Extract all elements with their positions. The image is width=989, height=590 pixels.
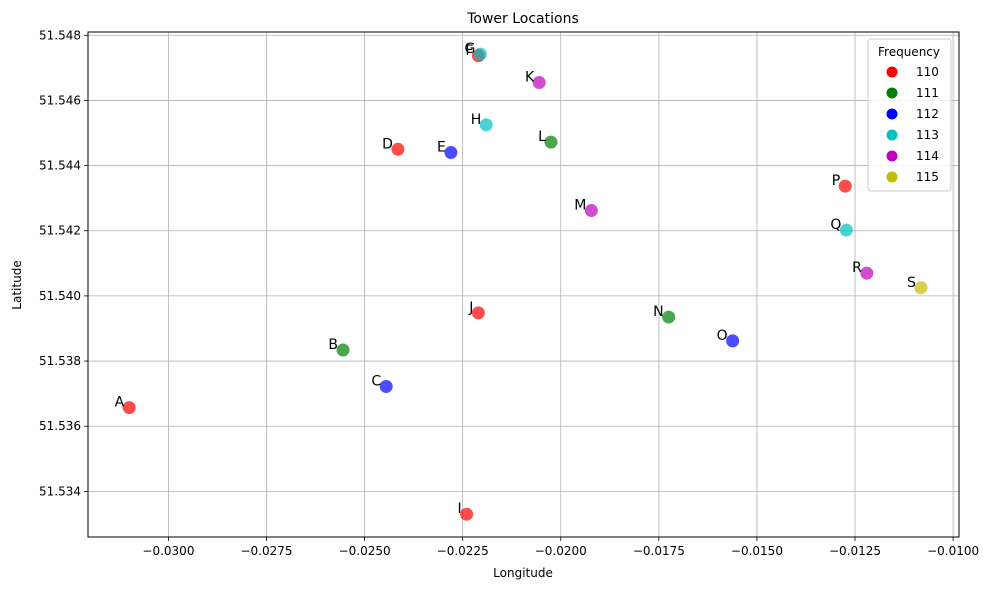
point-label-R: R (852, 260, 862, 276)
point-label-J: J (468, 300, 473, 316)
point-Q (839, 223, 853, 237)
x-tick-label: −0.0100 (927, 544, 979, 558)
legend-label-111: 111 (916, 86, 939, 100)
legend-label-114: 114 (916, 149, 939, 163)
x-axis-label: Longitude (493, 566, 553, 580)
y-tick-label: 51.540 (39, 289, 81, 303)
point-label-N: N (653, 304, 663, 320)
x-axis-ticks: −0.0300 −0.0275 −0.0250 −0.0225 −0.0200 −0.01… (142, 537, 979, 558)
chart-title: Tower Locations (466, 11, 579, 27)
point-label-P: P (832, 173, 840, 189)
point-D (391, 142, 405, 156)
y-tick-label: 51.548 (39, 28, 81, 42)
y-tick-label: 51.546 (39, 93, 81, 107)
point-M (584, 204, 598, 218)
point-label-I: I (457, 501, 461, 517)
y-axis-ticks: 51.534 51.536 51.538 51.540 51.542 51.544 51.5… (39, 28, 88, 498)
point-label-C: C (371, 373, 381, 389)
point-O (726, 334, 740, 348)
x-tick-label: −0.0250 (339, 544, 391, 558)
point-G (473, 47, 487, 61)
point-B (336, 343, 350, 357)
point-N (662, 310, 676, 324)
point-S (914, 281, 928, 295)
plot-frame (87, 31, 960, 538)
point-J (471, 306, 485, 320)
data-points: A B C D E FG H I J K L M N O P Q R S (115, 41, 928, 521)
y-tick-label: 51.534 (39, 484, 81, 498)
point-L (544, 135, 558, 149)
point-E (444, 146, 458, 160)
x-tick-label: −0.0225 (437, 544, 489, 558)
legend-label-110: 110 (916, 65, 939, 79)
x-tick-label: −0.0150 (731, 544, 783, 558)
point-C (379, 379, 393, 393)
point-label-K: K (525, 70, 535, 86)
legend-title: Frequency (878, 45, 940, 59)
x-tick-label: −0.0300 (142, 544, 194, 558)
grid (88, 32, 959, 537)
point-label-B: B (328, 337, 338, 353)
point-label-L: L (538, 129, 546, 145)
legend-marker-114 (886, 150, 898, 162)
point-I (460, 507, 474, 521)
legend-marker-115 (886, 171, 898, 183)
y-tick-label: 51.542 (39, 224, 81, 238)
x-tick-label: −0.0125 (829, 544, 881, 558)
point-label-S: S (907, 275, 916, 291)
point-H (479, 118, 493, 132)
legend-label-112: 112 (916, 107, 939, 121)
point-label-F: F (465, 43, 473, 59)
point-label-A: A (115, 395, 125, 411)
point-P (838, 179, 852, 193)
point-label-D: D (382, 136, 393, 152)
legend-marker-112 (886, 108, 898, 120)
point-label-E: E (437, 140, 446, 156)
legend-marker-113 (886, 129, 898, 141)
legend-marker-111 (886, 87, 898, 99)
y-tick-label: 51.536 (39, 419, 81, 433)
point-label-Q: Q (830, 217, 841, 233)
point-A (122, 401, 136, 415)
legend-label-113: 113 (916, 128, 939, 142)
y-axis-label: Latitude (10, 260, 24, 309)
y-tick-label: 51.544 (39, 159, 81, 173)
point-label-O: O (717, 328, 728, 344)
legend: Frequency 110 111 112 113 114 115 (867, 38, 952, 192)
legend-label-115: 115 (916, 170, 939, 184)
point-label-M: M (574, 198, 586, 214)
point-K (532, 76, 546, 89)
y-tick-label: 51.538 (39, 354, 81, 368)
x-tick-label: −0.0275 (240, 544, 292, 558)
point-label-H: H (471, 112, 482, 128)
point-label-G: G (464, 41, 475, 57)
legend-marker-110 (886, 66, 898, 78)
x-tick-label: −0.0200 (535, 544, 587, 558)
point-R (860, 266, 874, 280)
x-tick-label: −0.0175 (633, 544, 685, 558)
